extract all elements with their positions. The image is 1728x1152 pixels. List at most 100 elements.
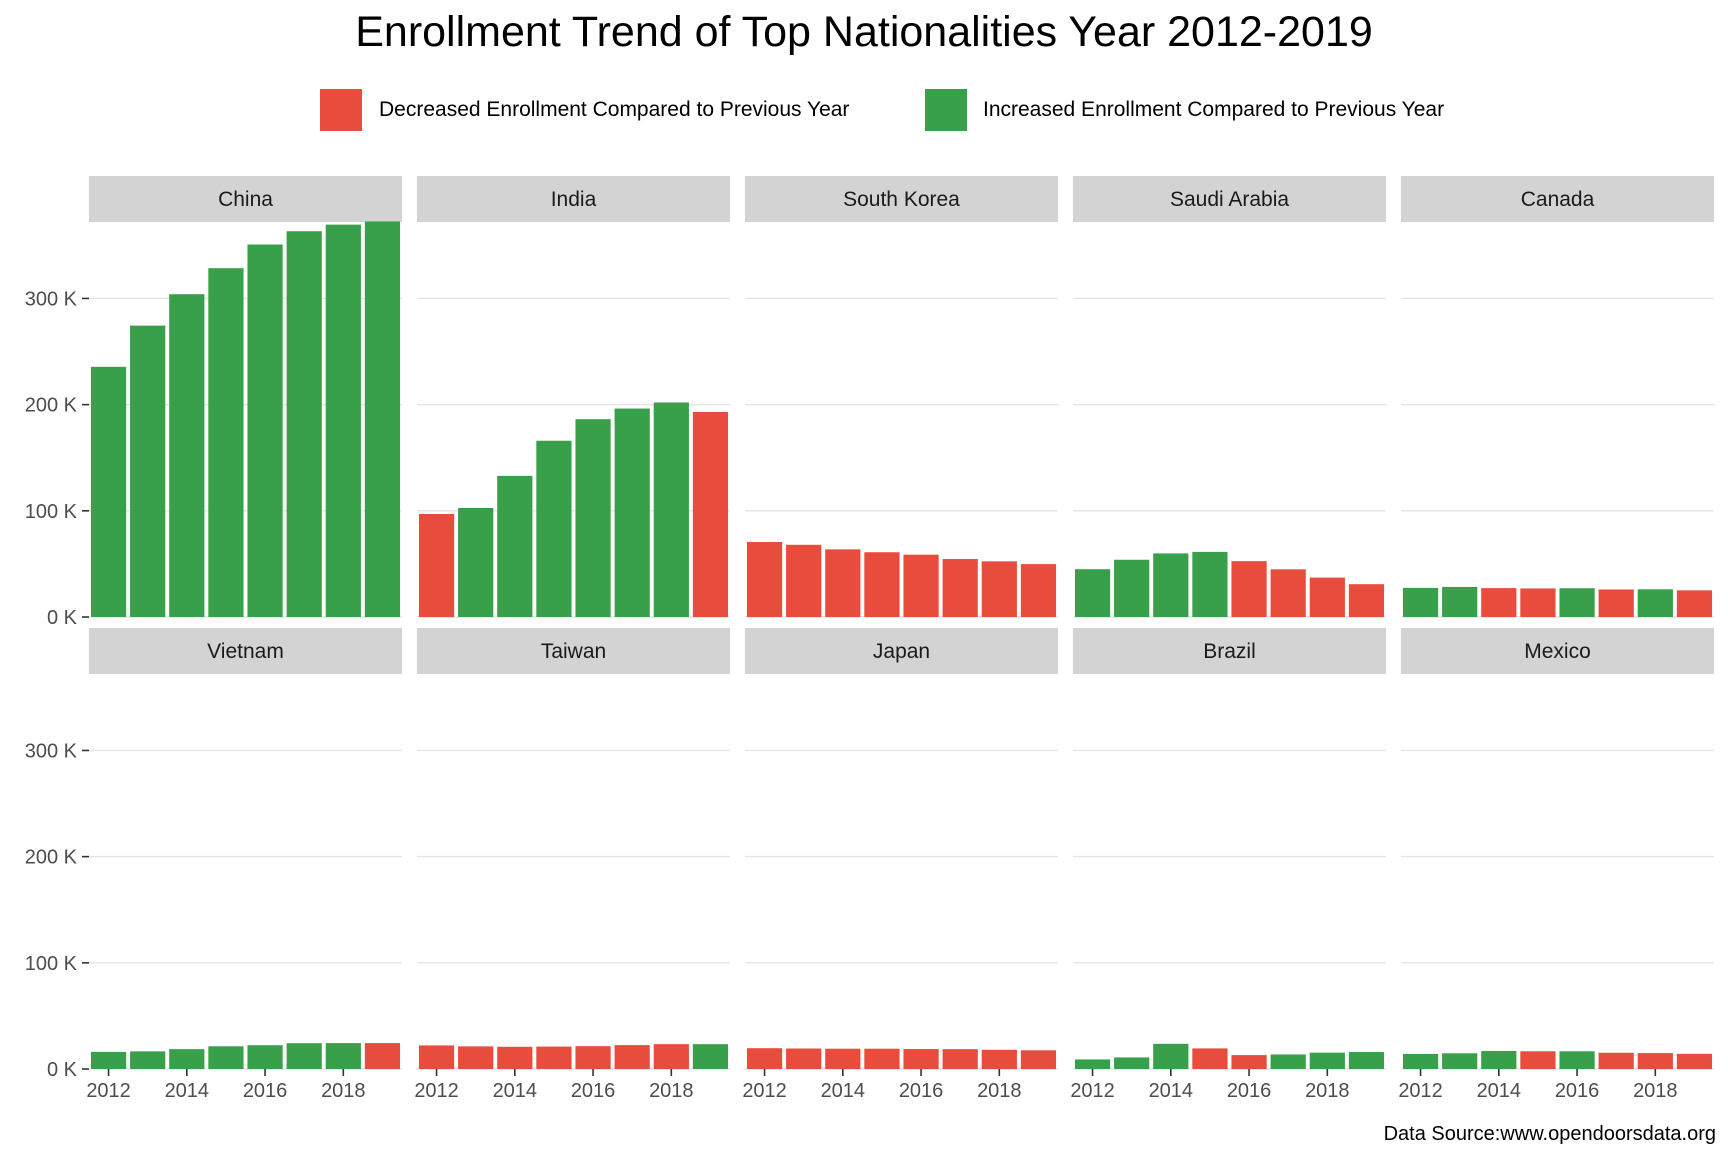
facet-label: Brazil [1203, 640, 1256, 663]
bar [1192, 551, 1228, 617]
x-tick-label: 2014 [165, 1080, 210, 1102]
facet-label: South Korea [843, 188, 960, 211]
bar [247, 244, 283, 618]
bar [1020, 564, 1057, 617]
bar [1074, 1059, 1111, 1069]
bar [1481, 588, 1517, 617]
x-tick-label: 2012 [1070, 1080, 1115, 1102]
bar [418, 1045, 455, 1069]
x-tick-label: 2016 [899, 1080, 944, 1102]
bar [1598, 1052, 1634, 1069]
bar [786, 1048, 822, 1069]
x-tick-label: 2016 [1555, 1080, 1600, 1102]
bar [1676, 1053, 1713, 1069]
bar [575, 419, 611, 617]
bar [458, 1046, 494, 1069]
bar [247, 1045, 283, 1069]
bar [1153, 1043, 1189, 1069]
bar [458, 507, 494, 617]
y-tick-label: 0 K [47, 607, 78, 629]
bar [653, 402, 689, 617]
bar [1520, 588, 1556, 617]
y-tick-label: 100 K [25, 953, 78, 975]
bar [981, 1049, 1017, 1069]
bar [1481, 1050, 1517, 1069]
facet-strip [1401, 628, 1714, 674]
bar [1598, 589, 1634, 617]
bar [497, 1046, 533, 1069]
facet-label: Canada [1521, 188, 1595, 211]
y-tick-label: 300 K [25, 740, 78, 762]
facet-label: India [551, 188, 597, 211]
y-tick-label: 200 K [25, 847, 78, 869]
bar [130, 1051, 166, 1069]
facet-label: Vietnam [207, 640, 284, 663]
bar [1270, 1054, 1306, 1069]
bar [1020, 1050, 1057, 1069]
bar [825, 549, 861, 617]
bar [942, 559, 978, 617]
facet-strip [89, 628, 402, 674]
bar [653, 1044, 689, 1069]
bar [286, 1043, 322, 1069]
bar [1270, 569, 1306, 617]
bar [169, 1049, 205, 1069]
bar [90, 366, 127, 617]
facet-label: Taiwan [541, 640, 606, 663]
facet-strip [1073, 628, 1386, 674]
bar [692, 1044, 729, 1069]
x-tick-label: 2018 [649, 1080, 694, 1102]
bar [575, 1046, 611, 1069]
x-tick-label: 2014 [493, 1080, 538, 1102]
bar [903, 554, 939, 617]
bar [1559, 1051, 1595, 1069]
y-tick-label: 200 K [25, 395, 78, 417]
bar [1114, 559, 1150, 617]
bar [864, 1048, 900, 1069]
bar [1309, 1052, 1345, 1069]
bar [1231, 1055, 1267, 1069]
x-tick-label: 2012 [742, 1080, 787, 1102]
facet-strip [745, 176, 1058, 222]
x-tick-label: 2018 [1633, 1080, 1678, 1102]
bar [1114, 1057, 1150, 1069]
bar [1402, 587, 1439, 617]
facet-strip [1073, 176, 1386, 222]
bar [1153, 553, 1189, 617]
bar [130, 325, 166, 617]
bar [864, 552, 900, 617]
x-tick-label: 2012 [414, 1080, 459, 1102]
facet-strip [1401, 176, 1714, 222]
bar [325, 224, 361, 617]
bar [1676, 590, 1713, 617]
x-tick-label: 2016 [243, 1080, 288, 1102]
source-note: Data Source:www.opendoorsdata.org [1383, 1123, 1716, 1145]
x-tick-label: 2016 [571, 1080, 616, 1102]
x-tick-label: 2014 [821, 1080, 866, 1102]
bar [1637, 589, 1673, 617]
y-tick-label: 100 K [25, 501, 78, 523]
legend: Decreased Enrollment Compared to Previou… [0, 87, 1728, 133]
facet-strip [417, 628, 730, 674]
facet-strip [89, 176, 402, 222]
bar [536, 1046, 572, 1069]
bar [418, 514, 455, 617]
bar [746, 542, 783, 617]
y-tick-label: 300 K [25, 288, 78, 310]
bar [692, 411, 729, 617]
bar [1192, 1048, 1228, 1069]
bar [614, 408, 650, 617]
legend-increased-label: Increased Enrollment Compared to Previou… [983, 98, 1445, 121]
bar [942, 1049, 978, 1069]
facet-label: China [218, 188, 273, 211]
bar [1231, 561, 1267, 617]
facet-strip [745, 628, 1058, 674]
bar [169, 294, 205, 617]
bar [286, 231, 322, 617]
bar [1348, 1052, 1385, 1069]
legend-decreased-label: Decreased Enrollment Compared to Previou… [379, 98, 850, 121]
bar [325, 1043, 361, 1069]
x-tick-label: 2012 [86, 1080, 131, 1102]
bar [903, 1049, 939, 1069]
